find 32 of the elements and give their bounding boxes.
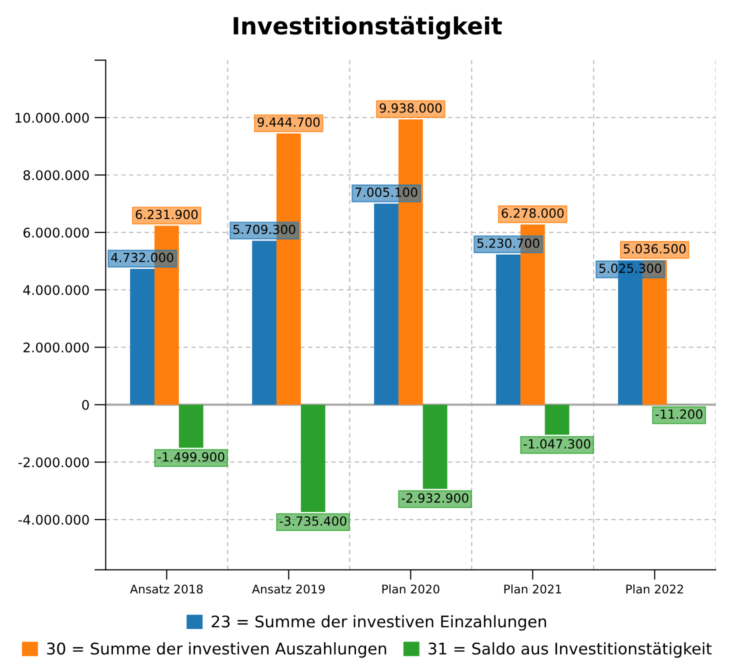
- data-label: -2.932.900: [402, 493, 468, 503]
- x-tick-label: Ansatz 2018: [130, 584, 203, 594]
- data-label: 5.025.300: [599, 264, 662, 273]
- legend-label: 23 = Summe der investiven Einzahlungen: [212, 615, 546, 631]
- data-label: 5.709.300: [233, 224, 296, 234]
- y-tick-label: 0: [82, 400, 89, 410]
- data-label: 6.231.900: [136, 210, 198, 220]
- x-tick-label: Plan 2021: [504, 584, 562, 594]
- data-label: 7.005.100: [355, 188, 418, 197]
- data-label: -1.499.900: [158, 452, 224, 462]
- data-label: -1.047.300: [524, 439, 590, 449]
- data-label: 5.230.700: [477, 238, 540, 248]
- data-label: -3.735.400: [280, 516, 346, 526]
- legend-label: 30 = Summe der investiven Auszahlungen: [47, 642, 386, 658]
- y-tick-label: 4.000.000: [23, 285, 89, 296]
- y-tick-label: 10.000.000: [16, 112, 89, 123]
- x-tick-label: Plan 2022: [626, 584, 683, 594]
- data-label: 5.036.500: [624, 244, 686, 254]
- y-tick-label: -2.000.000: [18, 457, 89, 468]
- data-label: 6.278.000: [502, 208, 564, 218]
- data-label: 4.732.000: [111, 252, 174, 262]
- y-tick-label: -4.000.000: [18, 514, 89, 525]
- data-label: 9.444.700: [258, 117, 320, 127]
- y-tick-label: 8.000.000: [23, 170, 89, 180]
- data-label: -11.200: [656, 409, 702, 419]
- chart-title: Investitionstätigkeit: [234, 16, 502, 40]
- x-tick-label: Plan 2020: [382, 584, 440, 594]
- data-label: 9.938.000: [380, 103, 442, 113]
- y-tick-label: 6.000.000: [23, 228, 89, 238]
- y-tick-label: 2.000.000: [24, 342, 89, 352]
- legend-label: 31 = Saldo aus Investitionstätigkeit: [428, 642, 712, 658]
- x-tick-label: Ansatz 2019: [252, 584, 325, 594]
